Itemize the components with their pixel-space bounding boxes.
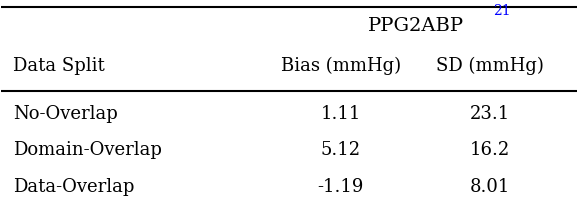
Text: Bias (mmHg): Bias (mmHg) <box>281 57 401 75</box>
Text: PPG2ABP: PPG2ABP <box>368 17 464 34</box>
Text: 16.2: 16.2 <box>470 141 510 159</box>
Text: -1.19: -1.19 <box>317 177 364 195</box>
Text: Domain-Overlap: Domain-Overlap <box>13 141 162 159</box>
Text: Data Split: Data Split <box>13 57 105 75</box>
Text: 23.1: 23.1 <box>470 105 510 123</box>
Text: Data-Overlap: Data-Overlap <box>13 177 134 195</box>
Text: 1.11: 1.11 <box>321 105 361 123</box>
Text: 8.01: 8.01 <box>470 177 510 195</box>
Text: 5.12: 5.12 <box>321 141 361 159</box>
Text: 21: 21 <box>493 4 510 18</box>
Text: SD (mmHg): SD (mmHg) <box>436 57 544 75</box>
Text: No-Overlap: No-Overlap <box>13 105 118 123</box>
